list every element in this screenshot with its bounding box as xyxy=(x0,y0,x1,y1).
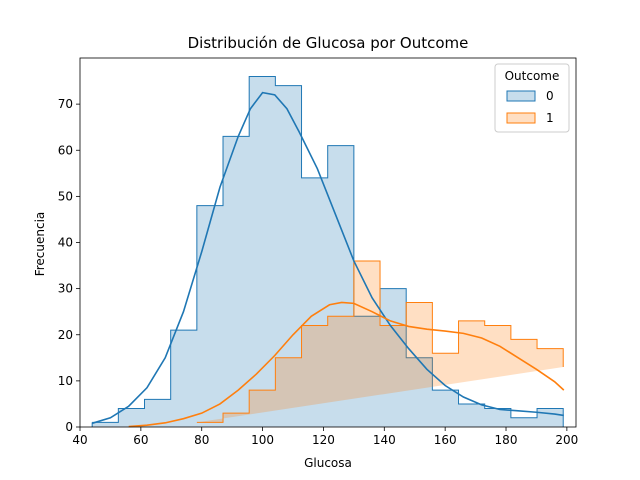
series-0-fill xyxy=(92,76,564,427)
chart-title: Distribución de Glucosa por Outcome xyxy=(188,34,469,52)
y-axis-label: Frecuencia xyxy=(33,212,47,277)
y-tick-label-20: 20 xyxy=(58,328,73,342)
series-1-fill xyxy=(196,260,564,423)
series-1-kde-line xyxy=(128,301,565,428)
y-tick-label-50: 50 xyxy=(58,189,73,203)
y-tick-label-10: 10 xyxy=(58,374,73,388)
x-tick-label-200: 200 xyxy=(555,433,578,447)
legend-frame xyxy=(494,63,570,133)
legend-swatch-0 xyxy=(506,90,536,102)
legend-entry-0: 0 xyxy=(546,89,554,103)
plot-area xyxy=(91,75,565,428)
y-tick-label-0: 0 xyxy=(65,420,73,434)
y-tick-label-70: 70 xyxy=(58,97,73,111)
x-tick-label-180: 180 xyxy=(495,433,518,447)
x-tick-label-140: 140 xyxy=(373,433,396,447)
series-1-steps xyxy=(196,260,564,423)
legend-swatch-1 xyxy=(506,112,536,124)
legend-title: Outcome xyxy=(505,69,560,83)
x-tick-label-160: 160 xyxy=(434,433,457,447)
legend-entry-1: 1 xyxy=(546,111,554,125)
x-tick-label-60: 60 xyxy=(133,433,148,447)
x-tick-label-120: 120 xyxy=(312,433,335,447)
y-tick-label-40: 40 xyxy=(58,236,73,250)
x-tick-label-40: 40 xyxy=(72,433,87,447)
legend: Outcome 0 1 xyxy=(494,63,570,133)
y-tick-label-60: 60 xyxy=(58,143,73,157)
x-tick-label-80: 80 xyxy=(194,433,209,447)
x-tick-label-100: 100 xyxy=(251,433,274,447)
series-0-kde-line xyxy=(91,91,564,425)
x-axis-label: Glucosa xyxy=(304,456,352,470)
y-tick-label-30: 30 xyxy=(58,282,73,296)
